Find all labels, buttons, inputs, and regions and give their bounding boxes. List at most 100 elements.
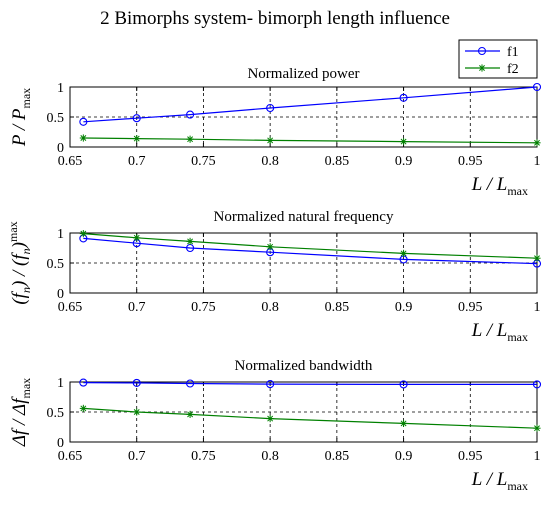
y-tick-label: 0	[57, 141, 64, 156]
x-tick-label: 0.95	[458, 154, 483, 169]
series-line-f1	[83, 86, 538, 123]
series-line-f1	[83, 382, 537, 385]
marker-stroke	[187, 238, 194, 245]
y-axis-label: P / Pmax	[9, 88, 33, 147]
x-tick-label: 1	[534, 300, 541, 315]
marker-stroke	[267, 137, 274, 144]
series-line-f2	[83, 137, 538, 144]
x-tick-label: 0.9	[395, 300, 413, 315]
y-tick-label: 0	[57, 436, 64, 451]
x-tick-label: 0.9	[395, 449, 413, 464]
data-point-f1	[266, 103, 275, 113]
data-point-f1	[532, 380, 542, 389]
data-point-f2	[533, 254, 541, 262]
x-tick-label: 0.95	[458, 300, 483, 315]
x-axis-label-sub: max	[507, 479, 528, 493]
x-tick-label: 0.8	[261, 300, 279, 315]
marker-stroke	[187, 136, 194, 143]
x-tick-label: 0.7	[128, 154, 146, 169]
x-tick-label: 1	[534, 154, 541, 169]
data-point-f2	[399, 249, 408, 257]
marker-stroke	[80, 135, 87, 141]
legend-label-f2: f2	[507, 62, 519, 77]
x-tick-label: 0.85	[325, 449, 350, 464]
marker-stroke	[133, 409, 140, 415]
x-axis-label-sub: max	[507, 330, 528, 344]
y-axis-label-sub-n: n	[19, 287, 33, 293]
data-point-f2	[266, 136, 274, 144]
series-line-f1	[83, 237, 538, 265]
data-point-f2	[399, 138, 408, 146]
x-tick-label: 0.65	[58, 154, 83, 169]
y-tick-label: 0	[57, 287, 64, 302]
marker-stroke	[133, 135, 140, 142]
y-axis-label-sub-n: n	[19, 248, 33, 254]
x-axis-label: L / Lmax	[471, 320, 528, 344]
data-point-f2	[533, 139, 541, 147]
figure-title: 2 Bimorphs system- bimorph length influe…	[100, 8, 450, 29]
marker-stroke	[80, 230, 87, 237]
x-axis-label: L / Lmax	[471, 469, 528, 493]
marker-stroke	[187, 411, 194, 418]
x-axis-label: L / Lmax	[471, 174, 528, 198]
x-tick-label: 0.7	[128, 300, 146, 315]
data-point-f1	[186, 110, 195, 119]
x-tick-label: 0.9	[395, 154, 413, 169]
data-point-f2	[133, 408, 141, 416]
subplot-1: 0.65 0.7 0.75 0.8 0.85 0.9 0.95 1 0 0.5 1 Normalize…	[9, 66, 542, 198]
y-axis-label: Δf / Δfmax	[9, 378, 33, 447]
y-axis-label-part: )	[9, 242, 30, 249]
y-tick-label: 0.5	[47, 257, 65, 272]
y-axis-label-part: ) / (f	[9, 252, 30, 288]
data-point-f2	[79, 134, 87, 142]
subplot-title: Normalized natural frequency	[214, 209, 394, 225]
x-tick-label: 0.75	[191, 300, 216, 315]
x-tick-label: 0.65	[58, 300, 83, 315]
data-point-f2	[133, 234, 141, 242]
y-tick-label: 1	[57, 376, 64, 391]
x-tick-label: 0.7	[128, 449, 146, 464]
x-tick-label: 0.75	[191, 154, 216, 169]
subplot-title: Normalized power	[247, 66, 359, 82]
y-tick-label: 0.5	[47, 406, 65, 421]
subplot-title: Normalized bandwidth	[235, 358, 373, 374]
marker-stroke	[534, 255, 540, 262]
subplot-3: 0.65 0.7 0.75 0.8 0.85 0.9 0.95 1 0 0.5 1 Normalize…	[9, 358, 542, 493]
x-tick-label: 0.65	[58, 449, 83, 464]
marker-stroke	[133, 234, 140, 241]
x-axis-label-sub: max	[507, 184, 528, 198]
data-point-f1	[399, 93, 408, 102]
x-tick-label: 0.75	[191, 449, 216, 464]
y-axis-label-sub: max	[6, 221, 20, 242]
x-tick-label: 0.85	[325, 154, 350, 169]
subplot-2: 0.65 0.7 0.75 0.8 0.85 0.9 0.95 1 0 0.5 1 Normalize…	[6, 209, 542, 344]
marker-stroke	[400, 138, 407, 145]
marker-stroke	[479, 65, 485, 71]
data-point-f2	[266, 243, 274, 251]
x-tick-label: 0.85	[325, 300, 350, 315]
x-tick-label: 1	[534, 449, 541, 464]
y-tick-label: 0.5	[47, 111, 65, 126]
marker-stroke	[80, 405, 87, 412]
y-tick-label: 1	[57, 227, 64, 242]
data-point-f2	[186, 237, 194, 245]
legend-marker-f2	[478, 64, 486, 72]
data-point-f2	[79, 404, 87, 412]
series-line-f2	[83, 407, 538, 429]
x-tick-label: 0.95	[458, 449, 483, 464]
x-tick-label: 0.8	[261, 449, 279, 464]
data-point-f2	[186, 135, 194, 143]
data-point-f1	[266, 380, 275, 389]
data-point-f2	[133, 135, 141, 143]
y-axis-label-main: P / P	[9, 108, 30, 147]
y-tick-label: 1	[57, 81, 64, 96]
y-axis-label-sub: max	[19, 378, 33, 399]
y-axis-label-part: (f	[9, 290, 30, 304]
data-point-f1	[532, 82, 542, 92]
y-axis-label: (fn) / (fn)max	[6, 221, 33, 304]
marker-stroke	[267, 415, 274, 422]
marker-stroke	[400, 420, 407, 427]
marker-stroke	[534, 139, 540, 146]
data-point-f1	[399, 380, 408, 389]
y-axis-label-main: Δf / Δf	[9, 396, 30, 447]
